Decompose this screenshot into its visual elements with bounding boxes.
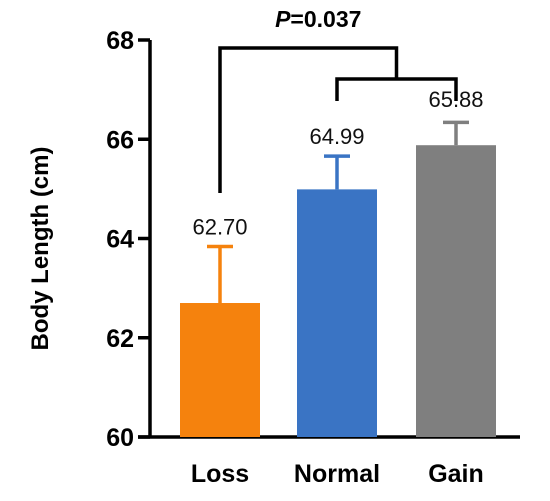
x-tick-label-loss: Loss [191, 460, 249, 488]
bars [180, 120, 496, 437]
data-label-normal: 64.99 [309, 124, 364, 149]
y-axis-label: Body Length (cm) [27, 147, 54, 351]
p-value-symbol: P [275, 6, 291, 32]
bracket-loss-vs-others [218, 46, 399, 193]
x-tick-label-gain: Gain [428, 460, 484, 488]
y-tick-label-66: 66 [106, 126, 134, 154]
bar-gain [416, 145, 496, 437]
significance-bracket: P=0.037 [218, 6, 458, 193]
y-tick-label-60: 60 [106, 424, 134, 452]
bar-normal [297, 189, 377, 437]
x-tick-label-normal: Normal [294, 460, 380, 488]
data-label-loss: 62.70 [192, 214, 247, 239]
y-tick-label-62: 62 [106, 325, 134, 353]
p-value-number: =0.037 [290, 6, 361, 32]
axes: 60 62 64 66 68 Body Length (cm) [27, 27, 520, 452]
y-tick-label-64: 64 [106, 226, 134, 254]
p-value-label: P=0.037 [275, 6, 361, 32]
y-tick-label-68: 68 [106, 27, 134, 55]
bar-loss [180, 303, 260, 437]
